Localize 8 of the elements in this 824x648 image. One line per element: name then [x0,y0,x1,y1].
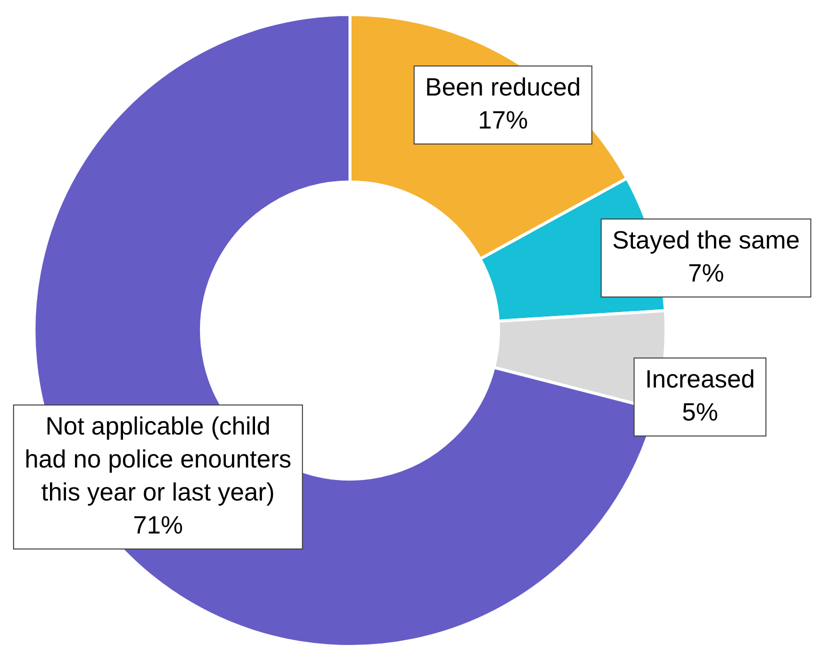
slice-label: Increased [645,365,755,394]
data-label: 5% [682,398,718,426]
data-label: 17% [478,106,528,134]
slice-label: Been reduced [425,73,581,102]
data-label: 71% [132,511,184,540]
slice-label: Not applicable (child had no police enounters this year or last year) [24,412,292,506]
slice-label: Stayed the same [612,226,800,254]
data-label: 7% [688,259,724,288]
